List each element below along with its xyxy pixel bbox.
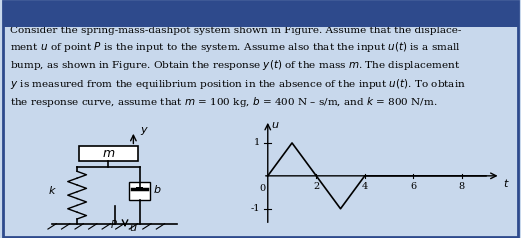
Text: $P$: $P$ — [110, 218, 118, 230]
Text: 6: 6 — [410, 182, 416, 191]
Text: 8: 8 — [458, 182, 465, 191]
Text: Consider the spring-mass-dashpot system shown in Figure. Assume that the displac: Consider the spring-mass-dashpot system … — [10, 26, 466, 109]
Text: $b$: $b$ — [153, 183, 162, 195]
Text: Problem 1.1: Problem 1.1 — [9, 8, 90, 21]
Text: $m$: $m$ — [102, 147, 115, 160]
Text: $t$: $t$ — [503, 178, 510, 189]
Text: 0: 0 — [260, 184, 266, 193]
Text: 1: 1 — [254, 139, 260, 147]
Text: $u$: $u$ — [129, 223, 138, 233]
Text: $k$: $k$ — [48, 184, 56, 196]
Text: 2: 2 — [313, 182, 319, 191]
Text: $y$: $y$ — [140, 125, 148, 137]
Text: 4: 4 — [362, 182, 368, 191]
Text: $u$: $u$ — [271, 120, 280, 130]
Bar — [79, 146, 138, 161]
Text: -1: -1 — [251, 204, 260, 213]
Bar — [129, 182, 150, 200]
Bar — [136, 188, 143, 191]
